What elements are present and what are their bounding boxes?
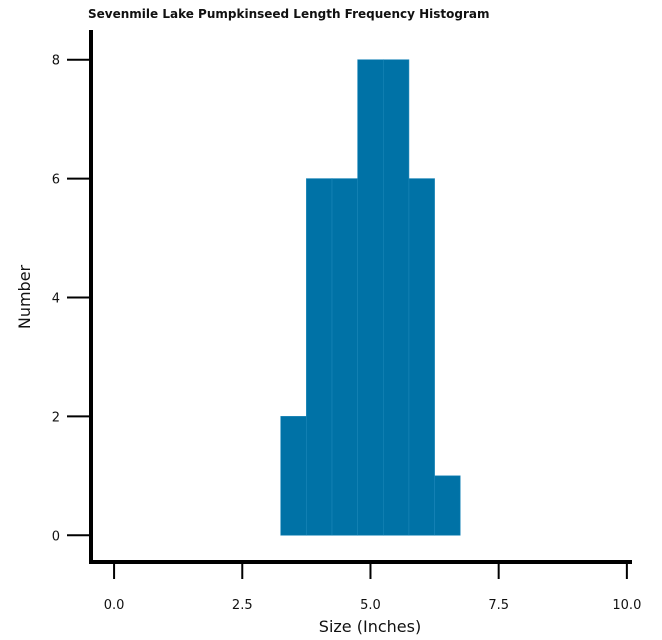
y-tick-label: 6: [52, 173, 60, 188]
x-tick-label: 0.0: [104, 598, 125, 613]
histogram-bar: [280, 416, 307, 536]
x-axis-label: Size (Inches): [319, 617, 421, 636]
x-tick-label: 2.5: [232, 598, 253, 613]
y-tick-label: 8: [52, 54, 60, 69]
y-tick-label: 0: [52, 529, 60, 544]
x-tick-label: 7.5: [488, 598, 509, 613]
histogram-bar: [382, 59, 410, 536]
histogram-bar: [357, 59, 384, 536]
histogram-bar: [306, 178, 333, 536]
histogram-bar: [331, 178, 358, 536]
y-axis-label: Number: [15, 264, 34, 329]
histogram-bar: [434, 475, 461, 536]
y-axis-ticks: 0 2 4 6 8: [52, 54, 89, 544]
x-axis-ticks: 0.0 2.5 5.0 7.5 10.0: [104, 564, 641, 613]
y-tick-label: 2: [52, 410, 60, 425]
x-tick-label: 10.0: [612, 598, 641, 613]
histogram-bar: [408, 178, 435, 536]
x-tick-label: 5.0: [360, 598, 381, 613]
y-tick-label: 4: [52, 291, 60, 306]
chart-title: Sevenmile Lake Pumpkinseed Length Freque…: [88, 7, 489, 21]
bars-group: [280, 59, 461, 536]
